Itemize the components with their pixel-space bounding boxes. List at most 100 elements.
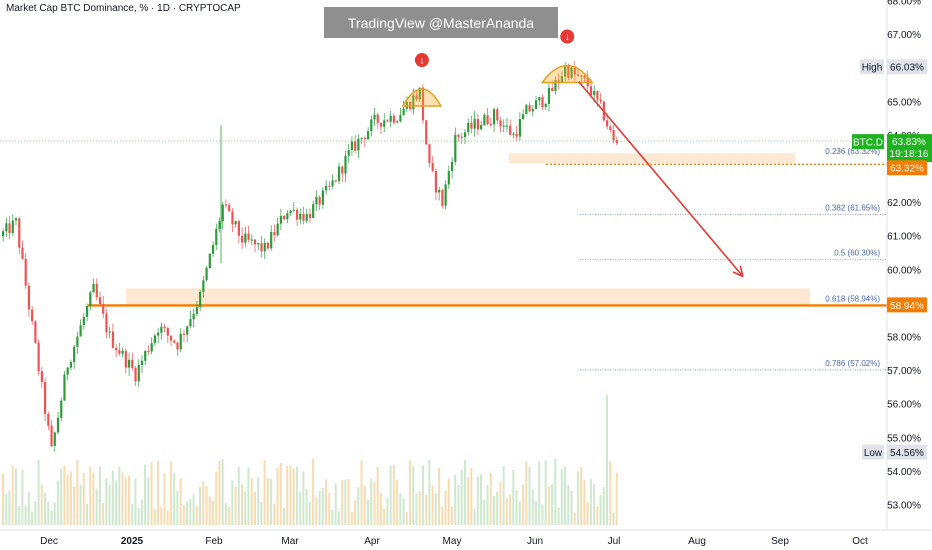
volume-bar	[31, 511, 34, 525]
volume-bar	[66, 474, 69, 525]
candle	[580, 75, 583, 77]
volume-bar	[279, 463, 282, 525]
candle	[218, 221, 221, 229]
candle	[305, 213, 308, 221]
volume-bar	[609, 460, 612, 525]
volume-bar	[192, 494, 195, 525]
volume-bar	[221, 459, 224, 525]
candle	[606, 120, 609, 127]
fib-label-3: 0.618 (58.94%)	[825, 294, 880, 303]
candle	[538, 97, 541, 101]
candle	[570, 67, 573, 78]
candle	[360, 137, 363, 139]
candle	[118, 350, 121, 354]
volume-bar	[450, 506, 453, 525]
volume-bar	[82, 472, 85, 525]
volume-bar	[50, 510, 53, 525]
high-value-bg	[887, 59, 927, 75]
volume-bar	[60, 468, 63, 525]
candle	[302, 213, 305, 221]
candle	[502, 125, 505, 127]
candle	[266, 242, 270, 249]
candle	[312, 204, 315, 218]
volume-bar	[176, 490, 179, 525]
candle	[357, 138, 360, 151]
candle	[564, 66, 567, 77]
candle	[318, 197, 321, 205]
volume-bar	[373, 481, 376, 525]
volume-bar	[69, 471, 72, 525]
candle	[257, 243, 260, 245]
volume-bar	[85, 503, 88, 525]
candle	[509, 125, 512, 135]
volume-bar	[208, 496, 211, 525]
y-tick-label: 60.00%	[887, 265, 921, 276]
candle	[337, 166, 341, 182]
candle	[263, 242, 266, 252]
volume-bar	[567, 484, 570, 525]
x-tick-label: Mar	[281, 536, 299, 547]
fib-label-0: 0.236 (63.32%)	[825, 147, 880, 156]
volume-bar	[182, 504, 185, 525]
volume-bar	[108, 484, 111, 525]
volume-bar	[299, 491, 302, 525]
y-tick-label: 58.00%	[887, 333, 921, 344]
candle	[589, 86, 593, 96]
candle	[270, 231, 273, 249]
high-label: High	[862, 63, 883, 74]
candle	[208, 253, 211, 268]
candle	[140, 360, 144, 366]
candle	[76, 336, 79, 347]
volume-bar	[179, 478, 182, 525]
volume-bar	[250, 478, 253, 525]
volume-bar	[234, 486, 237, 525]
candle	[195, 307, 198, 314]
candle	[286, 213, 289, 220]
volume-bar	[115, 480, 118, 525]
volume-bar	[415, 493, 418, 525]
candle	[531, 109, 534, 112]
low-value-bg	[887, 444, 927, 460]
candle	[496, 109, 499, 121]
candle	[166, 327, 169, 336]
volume-bar	[554, 458, 557, 525]
volume-bar	[5, 494, 8, 525]
watermark-banner: TradingView @MasterAnanda	[324, 7, 558, 38]
volume-bar	[37, 459, 40, 525]
volume-bar	[457, 485, 460, 525]
volume-bar	[199, 487, 202, 525]
candle	[137, 365, 140, 382]
candle	[541, 97, 544, 108]
volume-bar	[470, 467, 473, 525]
candle	[163, 326, 166, 328]
volume-bar	[283, 507, 286, 525]
down-arrow-icon: ↓	[419, 56, 424, 67]
volume-bar	[431, 485, 434, 525]
candle	[144, 351, 147, 361]
volume-bar	[215, 471, 218, 525]
candle	[115, 347, 118, 351]
candle	[295, 209, 299, 220]
volume-bar	[396, 479, 399, 525]
candle	[153, 335, 157, 344]
volume-bar	[496, 491, 499, 525]
volume-bar	[169, 461, 172, 525]
volume-bar	[480, 474, 483, 525]
volume-bar	[357, 486, 360, 525]
fib-label-2: 0.5 (60.30%)	[834, 249, 880, 258]
chart-title: Market Cap BTC Dominance, % · 1D · CRYPT…	[6, 3, 241, 14]
candle	[402, 108, 405, 116]
volume-bar	[76, 459, 79, 525]
volume-bar	[486, 485, 489, 525]
candle	[483, 115, 486, 126]
volume-bar	[560, 469, 563, 525]
volume-bar	[11, 465, 14, 525]
volume-bar	[328, 492, 331, 525]
candle	[609, 126, 612, 131]
candle	[596, 91, 599, 100]
support-level-tag: 58.94%	[890, 301, 924, 312]
symbol-tag: BTC.D	[853, 138, 883, 149]
volume-bar	[118, 466, 121, 525]
candle	[441, 189, 444, 206]
